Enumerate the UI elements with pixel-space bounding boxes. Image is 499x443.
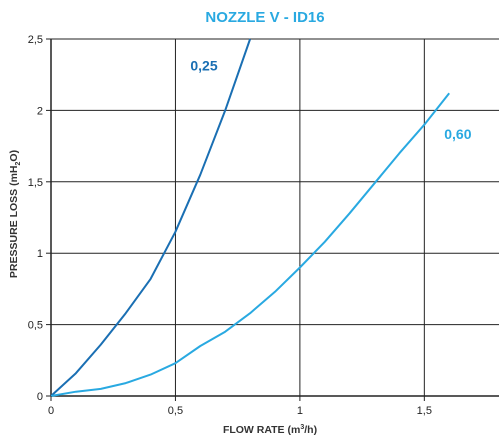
x-tick-label: 0	[48, 405, 54, 417]
series-label-1: 0,25	[190, 57, 217, 73]
y-tick-label: 1	[37, 248, 43, 260]
x-tick-label: 1,5	[417, 405, 432, 417]
x-tick-label: 1	[297, 405, 303, 417]
series-labels: 0,25 0,60	[190, 57, 471, 142]
series-line-1	[50, 38, 252, 397]
grid	[50, 38, 499, 397]
y-tick-label: 2,5	[28, 34, 43, 46]
axes	[50, 39, 499, 397]
series-label-2: 0,60	[444, 126, 471, 142]
y-axis-ticks: 0 0,5 1 1,5 2 2,5	[28, 34, 51, 403]
y-axis-label: PRESSURE LOSS (mH2O)	[8, 150, 22, 278]
x-axis-ticks: 0 0,5 1 1,5	[48, 396, 432, 417]
y-tick-label: 0,5	[28, 320, 43, 332]
y-tick-label: 2	[37, 105, 43, 117]
series-lines	[50, 38, 450, 397]
chart-title: NOZZLE V - ID16	[205, 9, 324, 26]
y-tick-label: 0	[37, 391, 43, 403]
x-tick-label: 0,5	[168, 405, 183, 417]
x-axis-label: FLOW RATE (m3/h)	[223, 424, 317, 436]
series-line-2	[50, 92, 450, 397]
y-tick-label: 1,5	[28, 177, 43, 189]
